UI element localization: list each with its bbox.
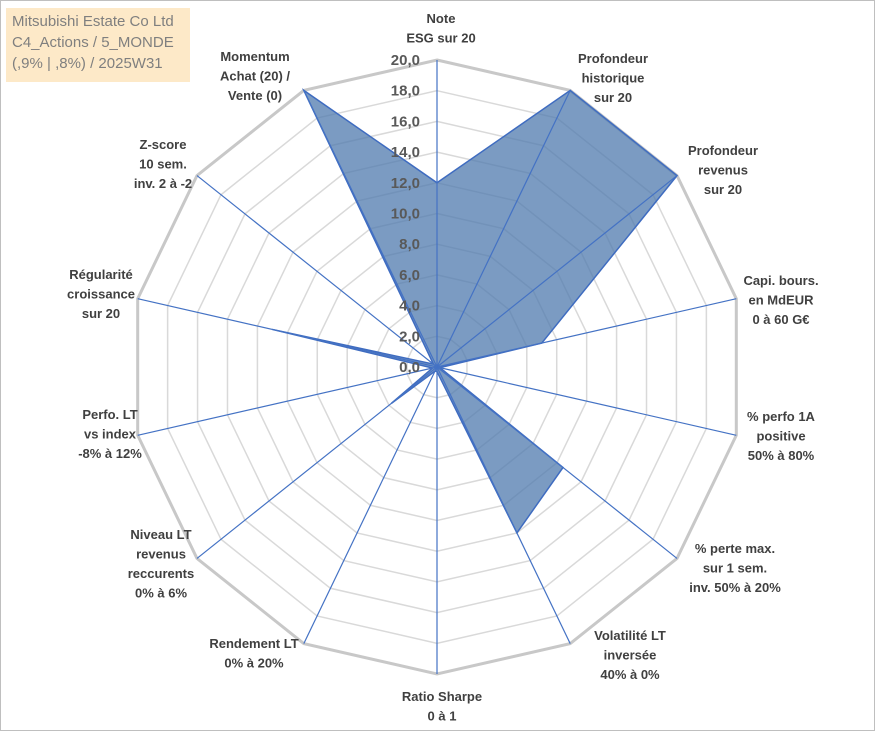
tick-label: 12,0 bbox=[391, 175, 420, 192]
tick-label: 6,0 bbox=[399, 267, 420, 284]
tick-label: 4,0 bbox=[399, 298, 420, 315]
axis-label: Z-score 10 sem. inv. 2 à -2 bbox=[134, 137, 192, 191]
axis-spoke bbox=[436, 366, 571, 644]
tick-label: 2,0 bbox=[399, 328, 420, 345]
tick-label: 18,0 bbox=[391, 83, 420, 100]
radar-axis-labels: Note ESG sur 20 Profondeur historique sur 20… bbox=[67, 11, 819, 724]
axis-spoke bbox=[436, 366, 737, 436]
axis-label: Capi. bours. en MdEUR 0 à 60 G€ bbox=[743, 273, 818, 327]
axis-spoke bbox=[303, 90, 438, 368]
title-line-category: C4_Actions / 5_MONDE bbox=[12, 34, 174, 51]
title-line-company: Mitsubishi Estate Co Ltd bbox=[12, 13, 174, 30]
axis-label: Perfo. LT vs index -8% à 12% bbox=[78, 407, 142, 461]
axis-label: Note ESG sur 20 bbox=[406, 11, 475, 46]
axis-spoke bbox=[436, 298, 737, 368]
radar-series bbox=[272, 88, 679, 535]
axis-label: % perte max. sur 1 sem. inv. 50% à 20% bbox=[689, 541, 781, 595]
axis-spoke bbox=[303, 366, 438, 644]
axis-label: % perfo 1A positive 50% à 80% bbox=[747, 409, 816, 463]
tick-label: 16,0 bbox=[391, 113, 420, 130]
axis-label: Régularité croissance sur 20 bbox=[67, 267, 135, 321]
axis-spoke bbox=[137, 298, 438, 368]
axis-label: Momentum Achat (20) / Vente (0) bbox=[220, 49, 290, 103]
series-area bbox=[272, 88, 679, 535]
axis-label: Volatilité LT inversée 40% à 0% bbox=[594, 628, 666, 682]
axis-spoke bbox=[196, 366, 438, 559]
axis-spoke bbox=[137, 366, 438, 436]
axis-label: Profondeur historique sur 20 bbox=[578, 51, 648, 105]
tick-label: 8,0 bbox=[399, 236, 420, 253]
axis-label: Rendement LT 0% à 20% bbox=[209, 636, 298, 671]
chart-title-box: Mitsubishi Estate Co Ltd C4_Actions / 5_… bbox=[6, 8, 190, 82]
axis-spoke bbox=[436, 90, 571, 368]
axis-spoke bbox=[196, 175, 438, 368]
tick-label: 14,0 bbox=[391, 144, 420, 161]
axis-spoke bbox=[436, 175, 678, 368]
tick-label: 10,0 bbox=[391, 206, 420, 223]
tick-label: 0,0 bbox=[399, 359, 420, 376]
radar-tick-labels: 0,0 2,0 4,0 6,0 8,0 10,0 12,0 14,0 16,0 18,0 20,0 bbox=[391, 52, 420, 376]
title-line-period: (,9% | ,8%) / 2025W31 bbox=[12, 55, 163, 72]
axis-label: Ratio Sharpe 0 à 1 bbox=[402, 689, 482, 724]
tick-label: 20,0 bbox=[391, 52, 420, 69]
axis-label: Profondeur revenus sur 20 bbox=[688, 143, 758, 197]
axis-label: Niveau LT revenus reccurents 0% à 6% bbox=[128, 527, 194, 601]
axis-spoke bbox=[436, 366, 678, 559]
radar-spokes bbox=[137, 60, 737, 674]
